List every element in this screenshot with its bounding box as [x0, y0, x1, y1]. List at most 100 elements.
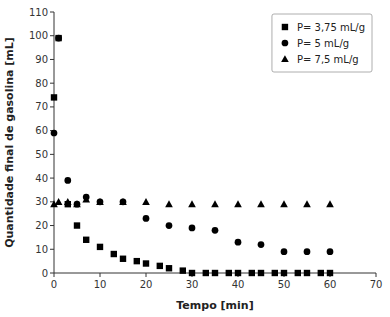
- y-tick: [50, 59, 54, 60]
- point: [73, 200, 81, 207]
- point: [281, 270, 287, 276]
- y-tick: [50, 178, 54, 179]
- x-tick-label: 0: [51, 279, 57, 290]
- x-tick-label: 70: [370, 279, 383, 290]
- y-tick: [50, 154, 54, 155]
- legend-marker: [282, 40, 289, 47]
- point: [189, 270, 195, 276]
- point: [111, 251, 117, 257]
- series: [50, 196, 334, 208]
- y-tick: [50, 106, 54, 107]
- y-tick: [50, 225, 54, 226]
- legend-marker: [282, 24, 288, 30]
- y-tick: [50, 83, 54, 84]
- y-tick: [50, 249, 54, 250]
- y-tick-label: 90: [35, 54, 48, 65]
- point: [96, 198, 104, 205]
- y-tick-label: 70: [35, 101, 48, 112]
- legend-box: [272, 14, 372, 72]
- point: [120, 256, 126, 262]
- x-tick-label: 10: [94, 279, 107, 290]
- point: [157, 263, 163, 269]
- point: [258, 270, 264, 276]
- point: [327, 270, 333, 276]
- point: [226, 270, 232, 276]
- point: [51, 130, 58, 137]
- point: [74, 201, 81, 208]
- x-tick-label: 20: [140, 279, 153, 290]
- legend-label: P= 5 mL/g: [297, 38, 349, 49]
- point: [97, 198, 104, 205]
- point: [166, 222, 173, 229]
- point: [249, 270, 255, 276]
- x-tick: [146, 273, 147, 277]
- point: [281, 248, 288, 255]
- point: [280, 200, 288, 207]
- x-tick-label: 50: [278, 279, 291, 290]
- y-axis: [54, 12, 55, 273]
- x-tick: [54, 273, 55, 277]
- y-tick: [50, 273, 54, 274]
- point: [83, 237, 89, 243]
- point: [51, 94, 57, 100]
- point: [258, 241, 265, 248]
- point: [235, 239, 242, 246]
- point: [188, 200, 196, 207]
- x-axis-label: Tempo [min]: [176, 299, 253, 312]
- y-tick-label: 50: [35, 149, 48, 160]
- y-tick-label: 0: [42, 268, 48, 279]
- point: [303, 200, 311, 207]
- point: [55, 35, 61, 41]
- legend-marker: [281, 55, 289, 62]
- point: [189, 225, 196, 232]
- y-axis-label: Quantidade final de gasolina [mL]: [3, 37, 16, 248]
- point: [143, 260, 149, 266]
- y-tick-label: 10: [35, 244, 48, 255]
- point: [212, 227, 219, 234]
- y-tick-label: 60: [35, 125, 48, 136]
- point: [134, 258, 140, 264]
- y-tick-label: 110: [29, 7, 48, 18]
- y-tick-label: 40: [35, 173, 48, 184]
- point: [82, 196, 90, 203]
- point: [119, 198, 127, 205]
- point: [97, 244, 103, 250]
- point: [165, 200, 173, 207]
- y-tick-label: 20: [35, 220, 48, 231]
- point: [212, 270, 218, 276]
- y-tick-label: 100: [29, 30, 48, 41]
- point: [318, 270, 324, 276]
- point: [304, 270, 310, 276]
- point: [180, 267, 186, 273]
- x-tick: [100, 273, 101, 277]
- point: [166, 265, 172, 271]
- point: [272, 270, 278, 276]
- point: [326, 200, 334, 207]
- point: [55, 35, 62, 42]
- y-tick-label: 30: [35, 196, 48, 207]
- point: [257, 200, 265, 207]
- point: [235, 270, 241, 276]
- point: [64, 177, 71, 184]
- point: [327, 248, 334, 255]
- y-tick: [50, 35, 54, 36]
- point: [55, 198, 63, 205]
- point: [74, 222, 80, 228]
- point: [142, 198, 150, 205]
- y-tick-label: 80: [35, 78, 48, 89]
- legend: P= 3,75 mL/g P= 5 mL/g P= 7,5 mL/g: [272, 14, 372, 72]
- x-tick-label: 30: [186, 279, 199, 290]
- x-tick-label: 40: [232, 279, 245, 290]
- point: [295, 270, 301, 276]
- point: [234, 200, 242, 207]
- chart: 0 10 20 30 40 50 60 70 0 10 20 30 40 50 60 70 80 90 100 110…: [0, 0, 390, 317]
- point: [304, 248, 311, 255]
- x-tick-label: 60: [324, 279, 337, 290]
- y-tick: [50, 12, 54, 13]
- point: [211, 200, 219, 207]
- point: [64, 198, 72, 205]
- point: [143, 215, 150, 222]
- x-tick: [376, 273, 377, 277]
- legend-label: P= 3,75 mL/g: [297, 22, 365, 33]
- legend-label: P= 7,5 mL/g: [297, 54, 359, 65]
